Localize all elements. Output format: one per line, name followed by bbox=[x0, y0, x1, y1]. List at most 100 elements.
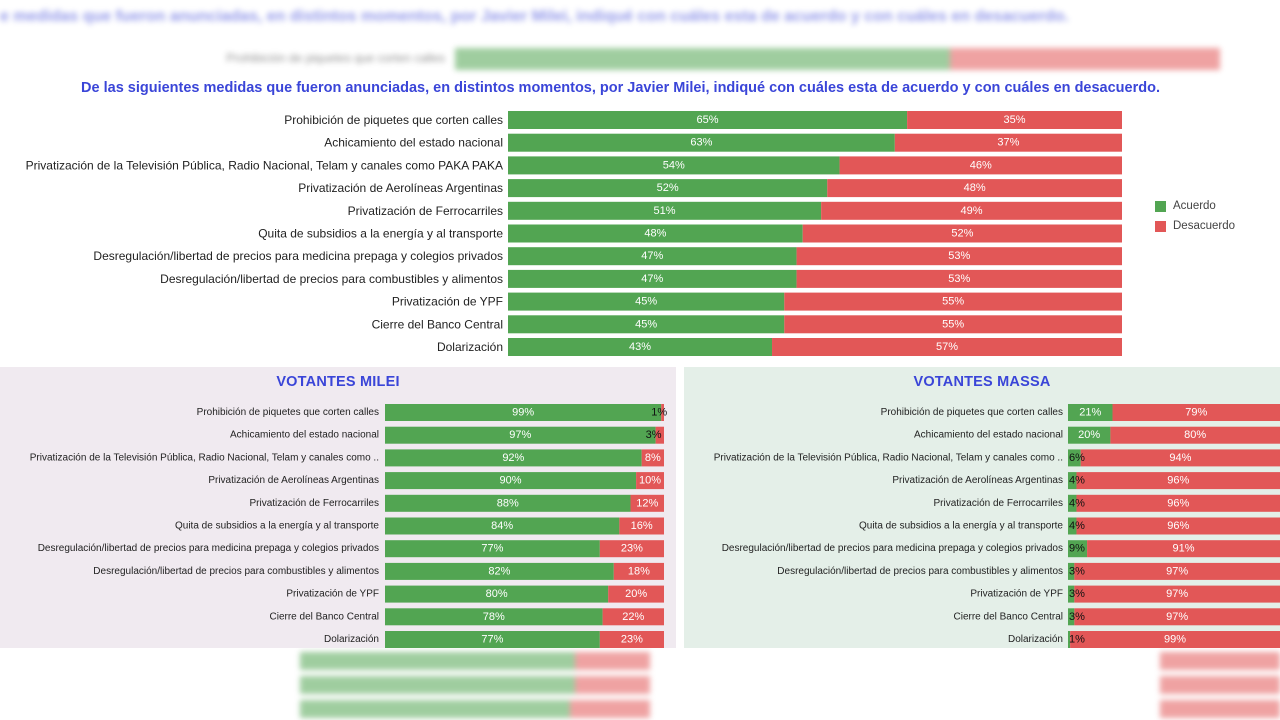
bar-acuerdo-privatizacion-de-aerolineas-argentinas bbox=[508, 179, 828, 198]
bar-acuerdo-dolarizacion bbox=[508, 338, 773, 356]
data-label-acuerdo-achicamiento-del-estado-nacional: 20% bbox=[1078, 429, 1100, 441]
bar-desacuerdo-desregulacion-libertad-de-precios-para-m bbox=[599, 540, 664, 558]
bar-acuerdo-privatizacion-de-ferrocarriles bbox=[385, 494, 631, 512]
bar-desacuerdo-cierre-del-banco-central bbox=[1074, 608, 1280, 626]
data-label-desacuerdo-achicamiento-del-estado-nacional: 80% bbox=[1184, 429, 1206, 441]
data-label-acuerdo-achicamiento-del-estado-nacional: 63% bbox=[690, 137, 712, 149]
category-label-dolarizacion: Dolarización bbox=[437, 340, 503, 354]
bar-desacuerdo-desregulacion-libertad-de-precios-para-m bbox=[796, 247, 1122, 266]
data-label-acuerdo-privatizacion-de-la-television-publica-r: 6% bbox=[1069, 452, 1085, 464]
bar-desacuerdo-privatizacion-de-ferrocarriles bbox=[1076, 494, 1280, 512]
panel-votantes-massa: VOTANTES MASSA Prohibición de piquetes q… bbox=[684, 367, 1280, 648]
bar-acuerdo-privatizacion-de-ypf bbox=[508, 292, 785, 311]
category-label-desregulacion-libertad-de-precios-para-m: Desregulación/libertad de precios para m… bbox=[722, 543, 1063, 554]
data-label-acuerdo-privatizacion-de-ypf: 45% bbox=[635, 296, 657, 308]
data-label-acuerdo-privatizacion-de-ferrocarriles: 51% bbox=[654, 205, 676, 217]
legend: Acuerdo Desacuerdo bbox=[1155, 196, 1235, 236]
data-label-desacuerdo-desregulacion-libertad-de-precios-para-c: 18% bbox=[628, 565, 650, 577]
data-label-acuerdo-desregulacion-libertad-de-precios-para-c: 82% bbox=[488, 565, 510, 577]
data-label-acuerdo-dolarizacion: 77% bbox=[481, 634, 503, 646]
category-label-privatizacion-de-ferrocarriles: Privatización de Ferrocarriles bbox=[934, 498, 1064, 509]
data-label-desacuerdo-prohibicion-de-piquetes-que-corten-calle: 1% bbox=[651, 407, 667, 419]
bar-acuerdo-privatizacion-de-ferrocarriles bbox=[508, 201, 822, 220]
data-label-desacuerdo-cierre-del-banco-central: 22% bbox=[622, 611, 644, 623]
data-label-desacuerdo-achicamiento-del-estado-nacional: 37% bbox=[997, 137, 1019, 149]
data-label-acuerdo-desregulacion-libertad-de-precios-para-m: 77% bbox=[481, 543, 503, 555]
data-label-acuerdo-privatizacion-de-ferrocarriles: 4% bbox=[1069, 497, 1085, 509]
bar-acuerdo-prohibicion-de-piquetes-que-corten-calle bbox=[1068, 404, 1113, 421]
category-label-prohibicion-de-piquetes-que-corten-calle: Prohibición de piquetes que corten calle… bbox=[284, 113, 503, 127]
bar-desacuerdo-dolarizacion bbox=[772, 338, 1122, 356]
massa-chart: Prohibición de piquetes que corten calle… bbox=[714, 404, 1280, 648]
data-label-acuerdo-achicamiento-del-estado-nacional: 97% bbox=[509, 429, 531, 441]
category-label-privatizacion-de-ypf: Privatización de YPF bbox=[286, 589, 379, 600]
chart-title: De las siguientes medidas que fueron anu… bbox=[81, 80, 1160, 96]
category-label-quita-de-subsidios-a-la-energia-y-al-tra: Quita de subsidios a la energía y al tra… bbox=[175, 521, 379, 532]
bar-desacuerdo-privatizacion-de-ypf bbox=[784, 292, 1122, 311]
bar-acuerdo-desregulacion-libertad-de-precios-para-c bbox=[1068, 562, 1075, 580]
data-label-acuerdo-desregulacion-libertad-de-precios-para-c: 47% bbox=[641, 273, 663, 285]
bar-desacuerdo-desregulacion-libertad-de-precios-para-c bbox=[613, 562, 664, 580]
bar-acuerdo-achicamiento-del-estado-nacional bbox=[508, 133, 895, 152]
data-label-desacuerdo-privatizacion-de-la-television-publica-r: 94% bbox=[1169, 452, 1191, 464]
data-label-acuerdo-privatizacion-de-aerolineas-argentinas: 4% bbox=[1069, 475, 1085, 487]
category-label-cierre-del-banco-central: Cierre del Banco Central bbox=[270, 611, 380, 622]
bar-desacuerdo-privatizacion-de-aerolineas-argentinas bbox=[827, 179, 1122, 198]
category-label-dolarizacion: Dolarización bbox=[1008, 634, 1063, 645]
data-label-desacuerdo-privatizacion-de-ferrocarriles: 96% bbox=[1167, 497, 1189, 509]
bar-acuerdo-privatizacion-de-aerolineas-argentinas bbox=[385, 472, 637, 490]
category-label-prohibicion-de-piquetes-que-corten-calle: Prohibición de piquetes que corten calle… bbox=[881, 407, 1063, 418]
data-label-desacuerdo-privatizacion-de-ypf: 55% bbox=[942, 296, 964, 308]
bar-acuerdo-dolarizacion bbox=[385, 631, 600, 648]
data-label-desacuerdo-privatizacion-de-ypf: 97% bbox=[1166, 588, 1188, 600]
category-label-privatizacion-de-ferrocarriles: Privatización de Ferrocarriles bbox=[348, 204, 503, 218]
main-chart: Prohibición de piquetes que corten calle… bbox=[26, 111, 1122, 356]
category-label-achicamiento-del-estado-nacional: Achicamiento del estado nacional bbox=[324, 136, 503, 150]
data-label-desacuerdo-privatizacion-de-ypf: 20% bbox=[625, 588, 647, 600]
data-label-acuerdo-desregulacion-libertad-de-precios-para-m: 47% bbox=[641, 250, 663, 262]
data-label-acuerdo-prohibicion-de-piquetes-que-corten-calle: 21% bbox=[1079, 407, 1101, 419]
bar-acuerdo-desregulacion-libertad-de-precios-para-c bbox=[385, 562, 614, 580]
bar-desacuerdo-achicamiento-del-estado-nacional bbox=[894, 133, 1122, 152]
bar-desacuerdo-privatizacion-de-ferrocarriles bbox=[821, 201, 1122, 220]
data-label-acuerdo-quita-de-subsidios-a-la-energia-y-al-tra: 4% bbox=[1069, 520, 1085, 532]
data-label-desacuerdo-quita-de-subsidios-a-la-energia-y-al-tra: 16% bbox=[631, 520, 653, 532]
category-label-achicamiento-del-estado-nacional: Achicamiento del estado nacional bbox=[914, 430, 1063, 441]
panel-title-massa: VOTANTES MASSA bbox=[913, 374, 1051, 390]
category-label-cierre-del-banco-central: Cierre del Banco Central bbox=[954, 611, 1064, 622]
bar-desacuerdo-dolarizacion bbox=[599, 631, 664, 648]
category-label-privatizacion-de-la-television-publica-r: Privatización de la Televisión Pública, … bbox=[30, 452, 379, 463]
data-label-desacuerdo-privatizacion-de-aerolineas-argentinas: 10% bbox=[639, 475, 661, 487]
category-label-quita-de-subsidios-a-la-energia-y-al-tra: Quita de subsidios a la energía y al tra… bbox=[258, 227, 503, 241]
bar-acuerdo-achicamiento-del-estado-nacional bbox=[1068, 426, 1111, 444]
data-label-acuerdo-desregulacion-libertad-de-precios-para-m: 9% bbox=[1069, 543, 1085, 555]
bar-acuerdo-prohibicion-de-piquetes-que-corten-calle bbox=[385, 404, 662, 421]
bar-acuerdo-desregulacion-libertad-de-precios-para-m bbox=[1068, 540, 1088, 558]
data-label-desacuerdo-achicamiento-del-estado-nacional: 3% bbox=[646, 429, 662, 441]
legend-swatch-desacuerdo bbox=[1155, 220, 1166, 232]
bar-acuerdo-privatizacion-de-ferrocarriles bbox=[1068, 494, 1077, 512]
category-label-desregulacion-libertad-de-precios-para-c: Desregulación/libertad de precios para c… bbox=[93, 566, 379, 577]
data-label-acuerdo-dolarizacion: 43% bbox=[629, 341, 651, 353]
bar-acuerdo-cierre-del-banco-central bbox=[508, 315, 785, 334]
bar-desacuerdo-privatizacion-de-la-television-publica-r bbox=[1080, 449, 1280, 467]
bar-acuerdo-privatizacion-de-la-television-publica-r bbox=[1068, 449, 1081, 467]
data-label-acuerdo-privatizacion-de-la-television-publica-r: 54% bbox=[663, 159, 685, 171]
bar-desacuerdo-cierre-del-banco-central bbox=[602, 608, 664, 626]
bar-acuerdo-privatizacion-de-aerolineas-argentinas bbox=[1068, 472, 1077, 490]
data-label-desacuerdo-privatizacion-de-la-television-publica-r: 8% bbox=[645, 452, 661, 464]
data-label-acuerdo-dolarizacion: 1% bbox=[1069, 634, 1085, 646]
data-label-desacuerdo-prohibicion-de-piquetes-que-corten-calle: 79% bbox=[1185, 407, 1207, 419]
category-label-cierre-del-banco-central: Cierre del Banco Central bbox=[372, 317, 503, 331]
data-label-desacuerdo-cierre-del-banco-central: 55% bbox=[942, 318, 964, 330]
milei-chart: Prohibición de piquetes que corten calle… bbox=[30, 404, 667, 648]
bar-acuerdo-privatizacion-de-la-television-publica-r bbox=[385, 449, 642, 467]
data-label-desacuerdo-dolarizacion: 23% bbox=[621, 634, 643, 646]
data-label-acuerdo-privatizacion-de-aerolineas-argentinas: 90% bbox=[500, 475, 522, 487]
bar-desacuerdo-privatizacion-de-la-television-publica-r bbox=[839, 156, 1122, 175]
category-label-achicamiento-del-estado-nacional: Achicamiento del estado nacional bbox=[230, 430, 379, 441]
data-label-desacuerdo-desregulacion-libertad-de-precios-para-m: 53% bbox=[948, 250, 970, 262]
bar-acuerdo-privatizacion-de-ypf bbox=[385, 585, 609, 603]
bar-desacuerdo-privatizacion-de-la-television-publica-r bbox=[641, 449, 664, 467]
data-label-desacuerdo-desregulacion-libertad-de-precios-para-c: 97% bbox=[1166, 565, 1188, 577]
